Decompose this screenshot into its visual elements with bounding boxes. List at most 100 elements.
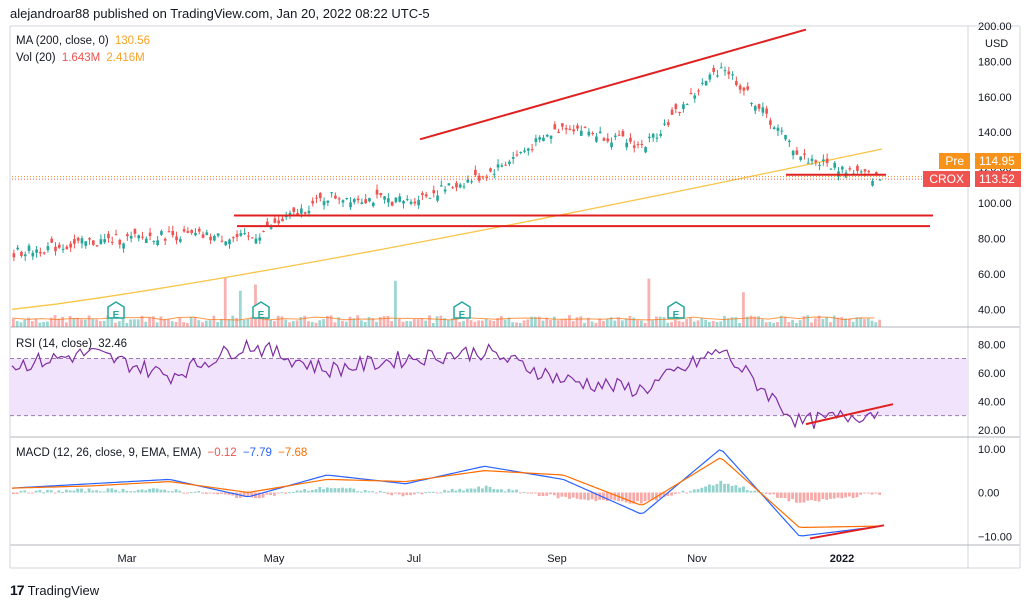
- candle-body: [292, 207, 296, 212]
- macd-histogram-bar: [144, 490, 148, 493]
- macd-histogram-bar: [428, 491, 431, 493]
- macd-histogram-bar: [534, 492, 537, 494]
- macd-histogram-bar: [325, 487, 329, 493]
- macd-histogram-bar: [511, 490, 515, 493]
- volume-bar: [454, 317, 458, 327]
- macd-histogram-bar: [515, 489, 518, 493]
- volume-bar: [613, 320, 617, 327]
- candle-body: [462, 186, 466, 188]
- macd-histogram-bar: [810, 492, 813, 500]
- tradingview-footer[interactable]: 17 TradingView: [10, 582, 99, 598]
- volume-bar: [231, 315, 235, 327]
- volume-bar: [38, 322, 42, 327]
- macd-histogram-bar: [726, 483, 730, 493]
- macd-histogram-bar: [53, 492, 57, 494]
- volume-bar: [80, 319, 83, 327]
- macd-histogram-bar: [829, 492, 832, 499]
- volume-bar: [696, 320, 700, 327]
- candle-body: [583, 126, 587, 128]
- macd-histogram-bar: [806, 492, 810, 501]
- ma-legend-value: 130.56: [114, 35, 151, 47]
- macd-histogram-bar: [821, 492, 825, 500]
- candle-body: [769, 120, 772, 125]
- volume-bar: [541, 320, 545, 327]
- macd-histogram-bar: [269, 492, 272, 496]
- candle-body: [511, 157, 515, 159]
- candle-body: [810, 158, 814, 162]
- volume-bar: [700, 318, 704, 327]
- candle-body: [364, 199, 367, 204]
- macd-line: [11, 449, 879, 537]
- candle-body: [417, 200, 420, 206]
- candle-body: [697, 90, 700, 92]
- macd-histogram-bar: [344, 488, 348, 493]
- earnings-icon: [252, 301, 270, 319]
- volume-bar: [462, 320, 465, 327]
- candle-body: [640, 143, 644, 145]
- macd-histogram-bar: [318, 486, 322, 493]
- candle-body: [875, 172, 878, 175]
- candle-body: [266, 221, 269, 227]
- candle-body: [303, 212, 307, 214]
- candle-body: [757, 104, 761, 109]
- volume-bar: [772, 322, 776, 327]
- macd-histogram-bar: [507, 488, 511, 493]
- macd-histogram-bar: [768, 492, 772, 495]
- volume-bar: [689, 317, 692, 327]
- volume-bar: [503, 319, 507, 327]
- volume-bar: [556, 320, 560, 327]
- volume-bar: [639, 320, 643, 327]
- volume-bar: [465, 318, 469, 327]
- macd-histogram-bar: [204, 492, 208, 494]
- candle-body: [129, 235, 133, 239]
- candle-body: [228, 239, 231, 245]
- candle-body: [602, 138, 606, 141]
- volume-bar: [787, 322, 791, 327]
- candle-body: [674, 104, 678, 109]
- macd-histogram-bar: [91, 490, 95, 493]
- macd-histogram-bar: [700, 487, 704, 493]
- candle-body: [496, 164, 500, 168]
- rsi-legend: RSI (14, close) 32.46: [16, 338, 130, 350]
- macd-histogram-bar: [182, 492, 185, 494]
- candle-body: [175, 236, 178, 241]
- time-axis-tick: Nov: [687, 553, 707, 565]
- candle-body: [296, 212, 299, 215]
- rsi-axis-tick: 20.00: [978, 425, 1006, 437]
- volume-bar: [227, 319, 231, 327]
- volume-bar: [730, 317, 734, 327]
- volume-bar: [628, 315, 632, 327]
- candle-body: [163, 238, 167, 241]
- volume-bar: [802, 316, 806, 327]
- macd-histogram-bar: [496, 489, 499, 493]
- volume-bar: [609, 317, 613, 327]
- earnings-marker-label: E: [673, 310, 680, 321]
- candle-body: [746, 86, 750, 90]
- candle-body: [659, 133, 663, 136]
- volume-bar: [764, 322, 768, 327]
- last-price-value: 113.52: [975, 171, 1021, 187]
- volume-bar: [522, 320, 526, 327]
- candle-body: [474, 169, 477, 176]
- candle-body: [213, 235, 216, 241]
- volume-bar: [742, 292, 745, 327]
- candle-body: [564, 128, 568, 130]
- macd-histogram-bar: [473, 488, 477, 493]
- candle-body: [182, 229, 186, 232]
- macd-histogram-bar: [95, 490, 98, 493]
- volume-bar: [783, 316, 787, 327]
- macd-histogram-bar: [462, 490, 465, 493]
- candle-body: [651, 133, 655, 138]
- macd-histogram-bar: [518, 492, 522, 494]
- macd-histogram-bar: [30, 492, 34, 494]
- volume-bar: [776, 322, 779, 327]
- candle-body: [719, 67, 723, 69]
- volume-bar: [110, 317, 114, 327]
- macd-histogram-bar: [783, 492, 787, 499]
- candle-body: [500, 165, 504, 167]
- candle-body: [353, 199, 356, 203]
- volume-bar: [299, 317, 303, 327]
- macd-histogram-bar: [288, 492, 291, 494]
- volume-bar: [492, 320, 496, 327]
